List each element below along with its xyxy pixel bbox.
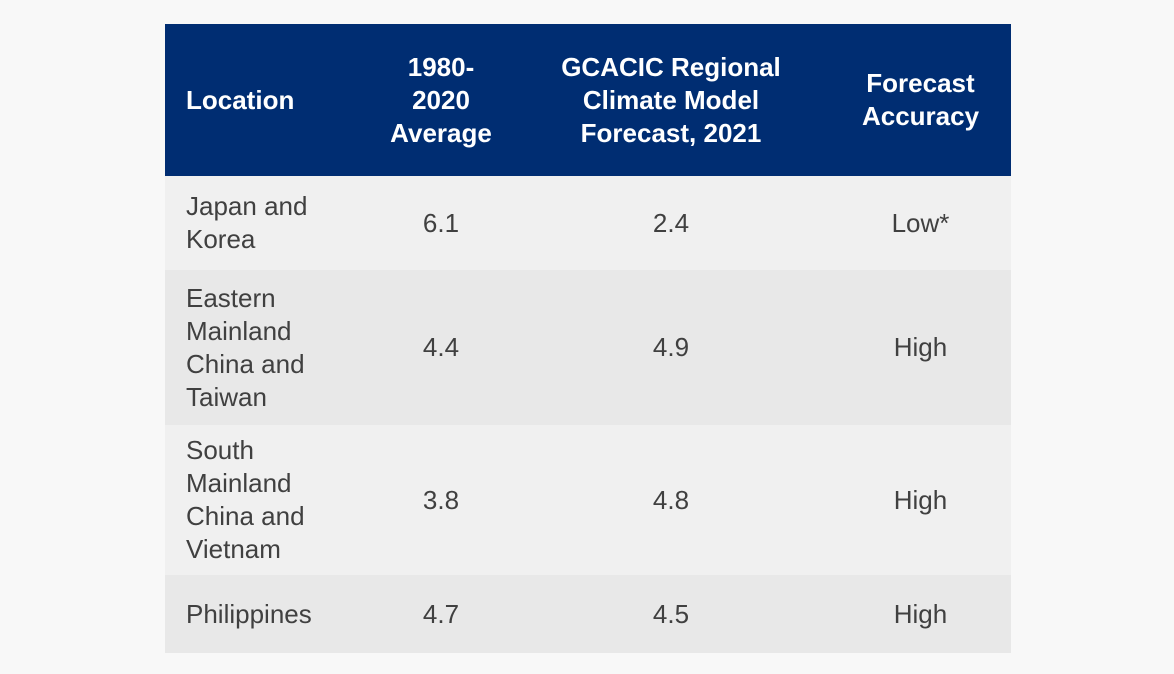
- table-cell: Japan and Korea: [165, 176, 370, 270]
- cell-line: Forecast: [866, 68, 975, 98]
- header-cell: Forecast Accuracy: [830, 24, 1011, 176]
- table-cell: 4.9: [512, 270, 830, 425]
- cell-line: Philippines: [186, 598, 312, 629]
- cell-text: 4.9: [652, 332, 690, 362]
- cell-line: 2020: [412, 84, 470, 115]
- table-cell: Philippines: [165, 575, 370, 653]
- table-cell: South Mainland China and Vietnam: [165, 425, 370, 575]
- table-row: Eastern Mainland China and Taiwan 4.4 4.9 High: [165, 270, 1011, 425]
- cell-text: High: [893, 484, 948, 515]
- cell-line: Mainland: [186, 468, 292, 498]
- cell-text: 4.8: [652, 484, 690, 515]
- table-row: South Mainland China and Vietnam 3.8 4.8 High: [165, 425, 1011, 575]
- table-cell: 3.8: [370, 425, 512, 575]
- table-cell: High: [830, 270, 1011, 425]
- cell-line: Japan and: [186, 191, 308, 221]
- cell-text: 4.5: [652, 598, 690, 629]
- header-cell: GCACIC Regional Climate Model Forecast, 20…: [512, 24, 830, 176]
- table-cell: Low*: [830, 176, 1011, 270]
- table-cell: 4.7: [370, 575, 512, 653]
- table-row: Japan and Korea 6.1 2.4 Low*: [165, 176, 1011, 270]
- table-cell: 4.5: [512, 575, 830, 653]
- table-cell: High: [830, 425, 1011, 575]
- cell-text: High: [893, 598, 948, 629]
- table-cell: High: [830, 575, 1011, 653]
- header-cell: Location: [165, 24, 370, 176]
- table-row: Philippines 4.7 4.5 High: [165, 575, 1011, 653]
- table-cell: 6.1: [370, 176, 512, 270]
- cell-line: China and: [186, 348, 305, 379]
- header-row: Location 1980- 2020 Average GCACIC Regional C…: [165, 24, 1011, 176]
- cell-text: 3.8: [422, 484, 460, 515]
- cell-text: Low*: [891, 207, 950, 238]
- table-cell: Eastern Mainland China and Taiwan: [165, 270, 370, 425]
- cell-line: Climate Model: [582, 84, 760, 115]
- cell-line: GCACIC Regional: [561, 51, 781, 82]
- cell-text: 4.7: [422, 598, 460, 629]
- cell-line: Eastern: [186, 282, 276, 313]
- cell-text: 4.4: [422, 332, 460, 362]
- table: Location 1980- 2020 Average GCACIC Regional C…: [165, 24, 1011, 653]
- cell-line: Korea: [186, 224, 256, 254]
- table-cell: 4.8: [512, 425, 830, 575]
- cell-line: China and: [186, 501, 305, 531]
- cell-line: Vietnam: [186, 534, 281, 564]
- cell-text: 6.1: [422, 207, 460, 238]
- table-cell: 4.4: [370, 270, 512, 425]
- cell-line: Taiwan: [186, 381, 267, 412]
- cell-line: Forecast, 2021: [580, 117, 762, 148]
- cell-line: 1980-: [407, 51, 475, 82]
- table-cell: 2.4: [512, 176, 830, 270]
- header-cell: 1980- 2020 Average: [370, 24, 512, 176]
- cell-line: Mainland: [186, 315, 292, 346]
- cell-line: Average: [390, 117, 492, 148]
- cell-text: 2.4: [652, 207, 690, 238]
- cell-line: Accuracy: [861, 101, 980, 131]
- cell-line: Location: [186, 84, 295, 115]
- cell-line: South: [186, 435, 254, 465]
- cell-text: High: [893, 332, 948, 362]
